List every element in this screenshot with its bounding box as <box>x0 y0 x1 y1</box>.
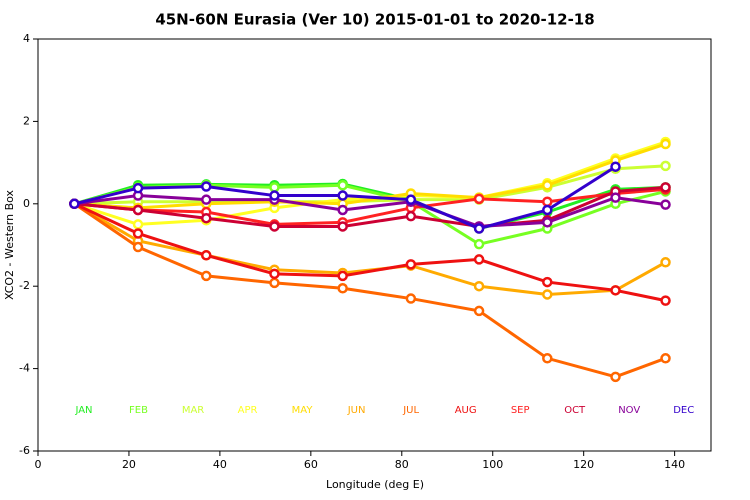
data-point <box>405 194 417 205</box>
data-point <box>660 353 671 364</box>
data-point <box>132 219 144 230</box>
data-point <box>542 217 553 228</box>
data-point <box>660 138 671 150</box>
data-point <box>201 250 212 261</box>
x-tick-label: 0 <box>35 458 42 471</box>
data-point <box>610 161 621 172</box>
data-point <box>69 198 80 210</box>
plot-frame <box>37 38 712 452</box>
data-point <box>405 259 417 270</box>
x-tick-label: 80 <box>395 458 409 471</box>
data-point <box>610 192 621 203</box>
data-point <box>542 196 553 207</box>
series-line <box>73 202 666 303</box>
legend-label: JUL <box>402 405 419 416</box>
data-point <box>201 181 212 192</box>
legend-label: FEB <box>129 405 148 416</box>
data-point <box>132 182 144 194</box>
x-tick-label: 120 <box>573 458 594 471</box>
series-line <box>74 194 666 228</box>
legend-label: MAR <box>182 405 204 416</box>
data-point <box>473 223 485 234</box>
legend-label: SEP <box>511 405 530 416</box>
legend-label: NOV <box>618 405 640 416</box>
y-tick-label: -2 <box>19 279 30 292</box>
data-point <box>660 182 671 193</box>
data-point <box>201 270 212 282</box>
data-point <box>337 283 348 294</box>
data-point <box>337 270 348 282</box>
data-point <box>269 190 280 201</box>
data-point <box>542 353 553 364</box>
data-point <box>660 257 671 268</box>
data-point <box>610 285 621 296</box>
legend-label: APR <box>238 405 258 416</box>
x-tick-label: 20 <box>122 458 136 471</box>
data-point <box>337 180 348 191</box>
data-point <box>269 182 280 193</box>
data-point <box>405 210 417 222</box>
data-point <box>269 221 280 232</box>
data-point <box>473 305 485 317</box>
legend-label: AUG <box>455 405 477 416</box>
data-point <box>269 277 280 289</box>
data-point <box>660 160 671 172</box>
data-point <box>337 204 348 216</box>
series-line <box>73 202 667 379</box>
data-point <box>542 180 553 191</box>
legend-label: DEC <box>673 405 694 416</box>
y-tick-label: 0 <box>23 197 30 210</box>
data-point <box>337 221 348 232</box>
y-axis-label: XCO2 - Western Box <box>3 189 16 300</box>
data-point <box>201 212 212 224</box>
legend-label: JUN <box>347 405 366 416</box>
y-tick-label: -6 <box>19 444 30 457</box>
legend-label: OCT <box>564 405 586 416</box>
data-point <box>337 190 348 201</box>
legend-label: MAY <box>292 405 314 416</box>
data-point <box>542 276 553 288</box>
series-line <box>74 164 666 206</box>
series-line <box>74 185 666 228</box>
y-tick-label: 2 <box>23 114 30 127</box>
data-point <box>132 241 144 253</box>
data-point <box>132 204 144 216</box>
data-point <box>660 199 671 210</box>
data-point <box>201 194 212 205</box>
data-point <box>132 228 144 239</box>
chart-title: 45N-60N Eurasia (Ver 10) 2015-01-01 to 2… <box>155 11 594 29</box>
x-tick-label: 100 <box>482 458 503 471</box>
data-point <box>473 238 485 250</box>
data-point <box>660 295 671 306</box>
data-point <box>610 371 621 383</box>
y-tick-label: -4 <box>19 362 30 375</box>
data-point <box>542 204 553 216</box>
data-point <box>542 289 553 300</box>
x-tick-label: 140 <box>664 458 685 471</box>
y-tick-label: 4 <box>23 32 30 45</box>
data-point <box>473 254 485 265</box>
x-axis-label: Longitude (deg E) <box>326 478 424 491</box>
x-tick-label: 60 <box>304 458 318 471</box>
x-tick-label: 40 <box>213 458 227 471</box>
data-point <box>405 293 417 304</box>
series-line <box>74 187 666 226</box>
data-point <box>269 268 280 280</box>
data-point <box>473 280 485 292</box>
legend-label: JAN <box>74 405 92 416</box>
data-point <box>473 193 485 205</box>
